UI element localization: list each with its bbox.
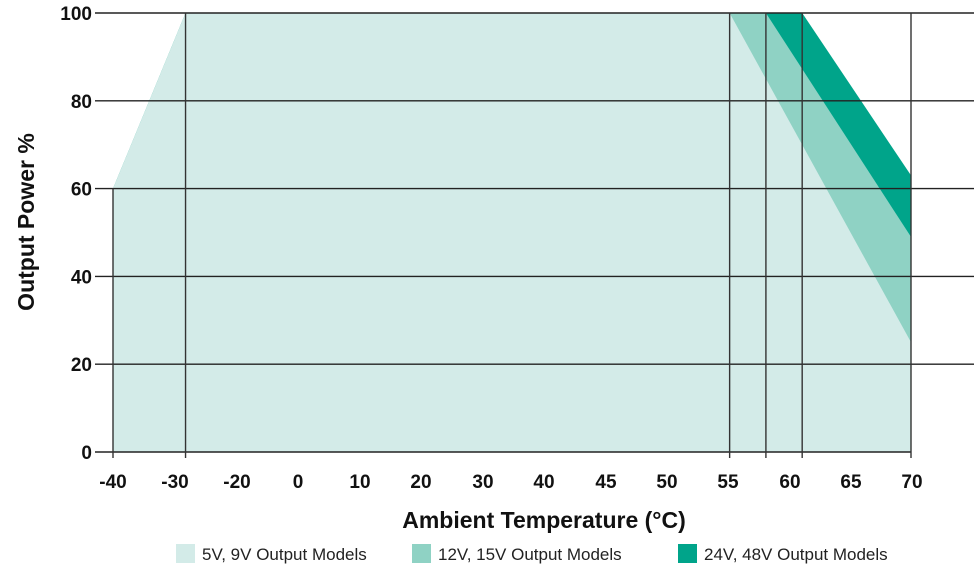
x-tick-label: 65 xyxy=(840,472,862,493)
y-tick-label: 80 xyxy=(71,92,92,113)
x-tick-label: 10 xyxy=(349,472,370,493)
x-tick-label: 30 xyxy=(472,472,493,493)
y-tick-label: 0 xyxy=(81,443,92,464)
y-tick-labels: 0 20 40 60 80 100 xyxy=(60,4,92,464)
x-tick-label: 45 xyxy=(595,472,617,493)
legend-item: 24V, 48V Output Models xyxy=(678,544,888,564)
legend-swatch xyxy=(678,544,697,563)
x-tick-label: -20 xyxy=(223,472,250,493)
x-tick-labels: -40 -30 -20 0 10 20 30 40 45 50 55 60 65 70 xyxy=(99,472,922,493)
area-5v-9v-output-models xyxy=(113,13,911,452)
x-tick-label: 55 xyxy=(717,472,739,493)
legend-item: 12V, 15V Output Models xyxy=(412,544,622,564)
x-tick-label: 40 xyxy=(533,472,554,493)
x-tick-label: 50 xyxy=(656,472,677,493)
legend-label: 5V, 9V Output Models xyxy=(202,545,367,564)
legend-item: 5V, 9V Output Models xyxy=(176,544,367,564)
legend-swatch xyxy=(412,544,431,563)
vertical-gridlines xyxy=(112,13,912,458)
x-tick-label: -30 xyxy=(161,472,188,493)
legend-label: 12V, 15V Output Models xyxy=(438,545,622,564)
y-tick-label: 60 xyxy=(71,180,92,201)
x-axis-title: Ambient Temperature (°C) xyxy=(402,507,686,533)
legend-label: 24V, 48V Output Models xyxy=(704,545,888,564)
y-tick-label: 100 xyxy=(60,4,92,25)
x-tick-label: 70 xyxy=(901,472,922,493)
horizontal-gridlines xyxy=(95,12,974,453)
legend-swatch xyxy=(176,544,195,563)
x-tick-label: -40 xyxy=(99,472,126,493)
x-tick-label: 0 xyxy=(293,472,304,493)
legend: 5V, 9V Output Models 12V, 15V Output Mode… xyxy=(176,544,888,564)
x-tick-label: 60 xyxy=(779,472,800,493)
y-tick-label: 20 xyxy=(71,355,92,376)
y-axis-title: Output Power % xyxy=(13,133,39,311)
x-tick-label: 20 xyxy=(410,472,431,493)
area-series-group xyxy=(113,13,911,452)
y-tick-label: 40 xyxy=(71,267,92,288)
